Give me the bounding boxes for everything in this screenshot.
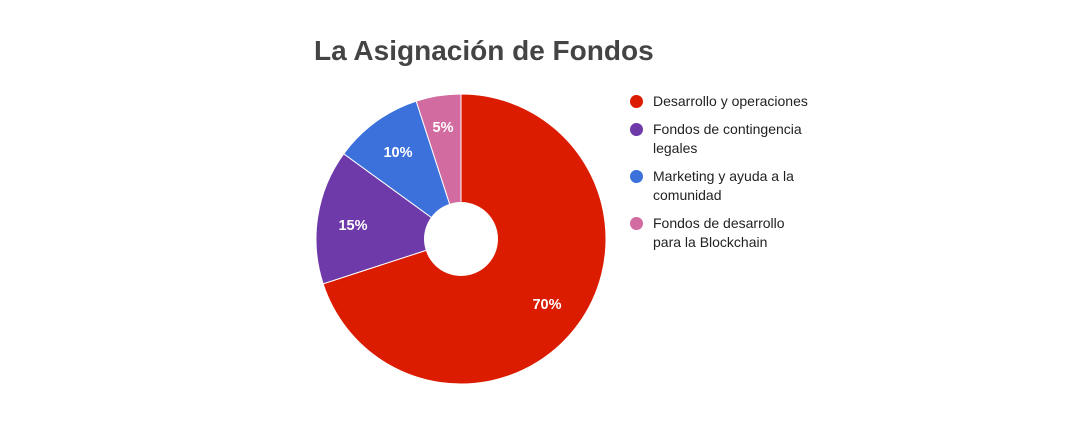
slice-label-desarrollo: 70% xyxy=(532,297,561,313)
legend-item-contingencia[interactable]: Fondos de contingencia legales xyxy=(628,120,808,159)
legend-label: Marketing y ayuda a la comunidad xyxy=(653,167,794,204)
legend-item-desarrollo[interactable]: Desarrollo y operaciones xyxy=(628,92,808,112)
slice-label-blockchain: 5% xyxy=(433,120,454,136)
legend-item-blockchain[interactable]: Fondos de desarrollo para la Blockchain xyxy=(628,214,808,253)
slice-label-marketing: 10% xyxy=(383,145,412,161)
legend-label: Fondos de contingencia legales xyxy=(653,120,802,157)
legend-dot-icon xyxy=(630,169,643,183)
pie-slice-blockchain[interactable] xyxy=(415,93,462,240)
pie-slice-contingencia[interactable] xyxy=(315,153,463,285)
pie-slice-marketing[interactable] xyxy=(342,100,462,241)
slice-label-contingencia: 15% xyxy=(338,218,367,234)
legend-item-marketing[interactable]: Marketing y ayuda a la comunidad xyxy=(628,167,808,206)
legend-label: Desarrollo y operaciones xyxy=(653,93,808,109)
legend-dot-icon xyxy=(630,216,643,230)
legend: Desarrollo y operaciones Fondos de conti… xyxy=(628,92,808,253)
donut-hole xyxy=(424,202,498,276)
legend-dot-icon xyxy=(630,122,643,136)
legend-dot-icon xyxy=(630,95,643,108)
chart-title: La Asignación de Fondos xyxy=(314,35,654,66)
legend-label: Fondos de desarrollo para la Blockchain xyxy=(653,214,785,251)
